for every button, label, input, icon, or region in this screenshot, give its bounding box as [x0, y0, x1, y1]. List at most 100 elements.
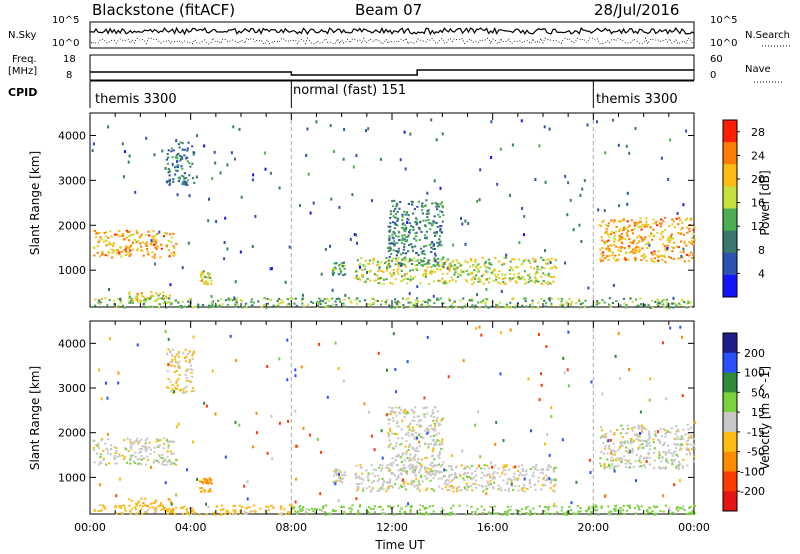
power-cell: [564, 302, 567, 305]
power-cell: [617, 143, 620, 147]
power-cell: [564, 261, 567, 265]
velocity-cell: [177, 377, 180, 380]
velocity-ytick-label: 4000: [58, 337, 86, 350]
velocity-cell: [603, 466, 606, 469]
power-cell: [504, 306, 507, 309]
velocity-cell: [284, 513, 288, 515]
velocity-cell: [600, 435, 603, 438]
velocity-cell: [145, 511, 148, 514]
power-cell: [530, 279, 533, 282]
velocity-cell: [453, 477, 456, 480]
velocity-cell: [493, 477, 497, 480]
power-cell: [371, 199, 373, 203]
power-cell: [175, 165, 178, 168]
velocity-cell: [291, 508, 294, 511]
velocity-cell: [471, 489, 474, 492]
power-cell: [406, 239, 408, 243]
power-cell: [652, 222, 655, 225]
power-cell: [364, 280, 367, 283]
power-cell: [657, 304, 660, 307]
power-cell: [98, 299, 101, 302]
velocity-cell: [93, 510, 96, 512]
velocity-cell: [168, 498, 171, 501]
velocity-cell: [613, 450, 616, 453]
power-cell: [544, 180, 547, 184]
velocity-cell: [693, 443, 696, 446]
velocity-cell: [299, 508, 302, 511]
power-cell: [644, 236, 647, 239]
power-cell: [223, 257, 226, 261]
velocity-cell: [367, 410, 370, 414]
velocity-cell: [518, 510, 521, 513]
power-cell: [390, 273, 393, 276]
velocity-cell: [585, 509, 588, 512]
power-cell: [264, 167, 267, 171]
velocity-cell: [246, 512, 249, 515]
velocity-cell: [394, 411, 397, 414]
power-cell: [165, 158, 168, 161]
power-cell: [678, 302, 681, 305]
power-cell: [433, 257, 436, 260]
velocity-cell: [405, 440, 408, 442]
power-cell: [105, 231, 108, 234]
power-cell: [532, 257, 535, 260]
velocity-cell: [355, 464, 358, 467]
velocity-cell: [651, 510, 654, 513]
velocity-cell: [564, 513, 567, 516]
velocity-cell: [209, 490, 212, 493]
power-cell: [353, 233, 356, 236]
velocity-cell: [409, 443, 412, 446]
power-cell: [610, 219, 613, 222]
velocity-cell: [436, 470, 439, 473]
velocity-cell: [671, 463, 674, 466]
velocity-cell: [174, 361, 177, 364]
velocity-cell: [355, 476, 359, 479]
power-cell: [395, 250, 398, 252]
power-cell: [168, 183, 171, 186]
velocity-cell: [436, 417, 439, 420]
power-cell: [128, 235, 131, 238]
velocity-cell: [413, 419, 416, 422]
power-cell: [452, 302, 455, 305]
velocity-cell: [509, 478, 512, 481]
power-cell: [121, 234, 124, 237]
velocity-cell: [614, 509, 617, 512]
power-cell: [329, 244, 331, 248]
power-cell: [618, 253, 621, 256]
power-cell: [524, 300, 527, 303]
power-cell: [340, 262, 343, 265]
power-cell: [153, 300, 156, 303]
velocity-cell: [654, 506, 657, 509]
power-cell: [424, 301, 427, 303]
power-cell: [633, 221, 636, 224]
power-cell: [331, 297, 334, 300]
power-cell: [175, 243, 178, 246]
power-cell: [393, 242, 397, 245]
power-cell: [468, 272, 471, 275]
velocity-cell: [115, 447, 118, 449]
velocity-cell: [401, 419, 404, 422]
velocity-cell: [178, 352, 181, 355]
velocity-cell: [414, 469, 417, 471]
velocity-cell: [514, 485, 517, 488]
power-cell: [250, 298, 254, 301]
power-cell: [527, 259, 530, 262]
velocity-cell: [434, 472, 437, 475]
power-cell: [409, 243, 413, 246]
power-cell: [653, 260, 656, 263]
velocity-cell: [140, 454, 143, 457]
velocity-cell: [641, 427, 644, 430]
power-cell: [687, 301, 690, 304]
velocity-cell: [536, 469, 539, 471]
velocity-cell: [596, 509, 599, 512]
velocity-cell: [253, 504, 256, 507]
power-cell: [101, 238, 104, 241]
velocity-cell: [499, 487, 502, 490]
power-cell: [667, 237, 670, 240]
power-cell: [421, 205, 424, 208]
power-cell: [542, 259, 545, 261]
velocity-cell: [166, 370, 169, 373]
power-cell: [140, 245, 143, 248]
power-cell: [124, 254, 127, 256]
power-cell: [254, 214, 257, 218]
